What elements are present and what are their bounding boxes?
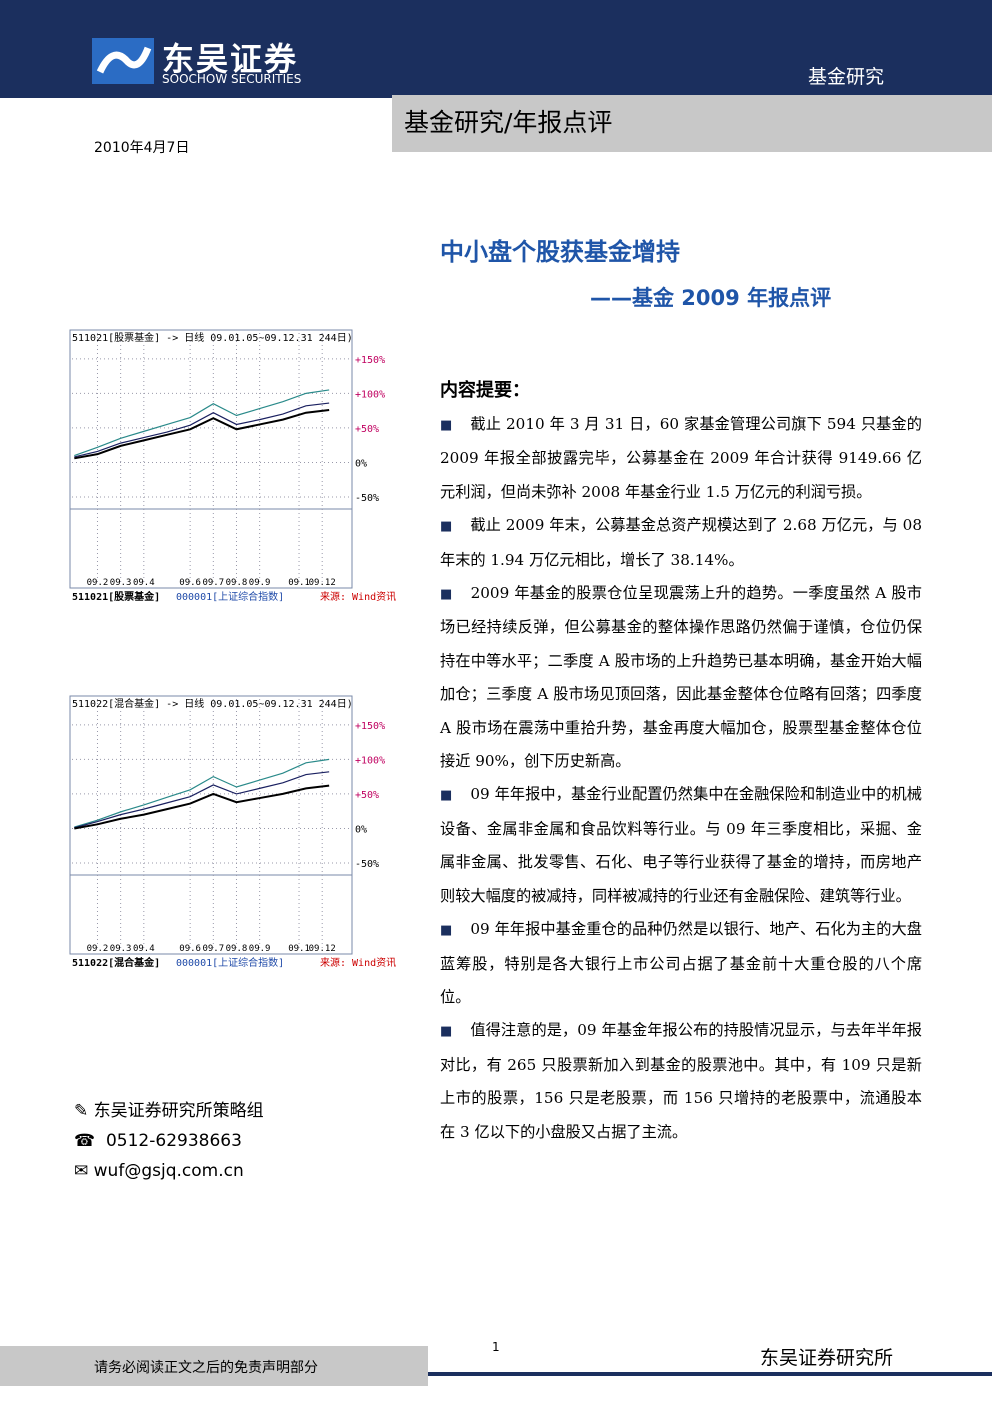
phone: 0512-62938663 <box>105 1131 242 1151</box>
paragraph: ■ 截止 2009 年末，公募基金总资产规模达到了 2.68 万亿元，与 08 年… <box>440 509 922 577</box>
x-tick-label: 09.1 <box>288 944 310 954</box>
charts: 511021[股票基金] -> 日线 09.01.05~09.12.31 244… <box>69 329 396 969</box>
paragraph-text: 截止 2010 年 3 月 31 日，60 家基金管理公司旗下 594 只基金的… <box>440 415 922 501</box>
footer-box <box>0 1346 428 1386</box>
legend-entry: 511021[股票基金] <box>72 590 160 603</box>
chart-title: 511021[股票基金] -> 日线 09.01.05~09.12.31 244… <box>72 331 353 344</box>
logo <box>92 38 154 84</box>
series-line <box>74 784 330 830</box>
contact-email: ✉ wuf@gsjq.com.cn <box>74 1161 244 1181</box>
chart-frame <box>69 695 353 955</box>
paragraph-text: 值得注意的是，09 年基金年报公布的持股情况显示，与去年半年报对比，有 265 … <box>440 1021 922 1141</box>
x-tick-label: 09.4 <box>133 944 155 954</box>
group: 东吴证券研究所策略组 <box>93 1101 264 1121</box>
paragraph: ■ 2009 年基金的股票仓位呈现震荡上升的趋势。一季度虽然 A 股市场已经持续反… <box>440 577 922 778</box>
series-line <box>74 758 330 828</box>
x-tick-label: 09.8 <box>226 944 248 954</box>
x-tick-label: 09.9 <box>249 578 271 588</box>
header-band <box>0 0 992 98</box>
report-type-box <box>392 95 992 152</box>
x-tick-label: 09.6 <box>179 944 201 954</box>
bullet: ■ <box>440 1024 453 1040</box>
x-tick-label: 09.12 <box>309 578 336 588</box>
x-tick-label: 09.7 <box>202 944 224 954</box>
subtitle: ——基金 2009 年报点评 <box>590 286 832 310</box>
y-tick-label: +50% <box>355 790 379 801</box>
legend-entry: 000001[上证综合指数] <box>176 590 284 603</box>
bullet: ■ <box>440 923 453 939</box>
report-type: 基金研究/年报点评 <box>404 108 613 137</box>
y-tick-label: +150% <box>355 721 385 732</box>
series-line <box>74 389 330 457</box>
brand-en: SOOCHOW SECURITIES <box>162 72 302 86</box>
footer-org: 东吴证券研究所 <box>760 1347 894 1369</box>
summary-heading: 内容提要： <box>440 380 530 401</box>
series-line <box>74 771 330 829</box>
chart-title: 511022[混合基金] -> 日线 09.01.05~09.12.31 244… <box>72 697 353 710</box>
paragraph: ■ 截止 2010 年 3 月 31 日，60 家基金管理公司旗下 594 只基金… <box>440 408 922 509</box>
chart-frame <box>69 329 353 589</box>
footer-line <box>428 1372 992 1376</box>
x-tick-label: 09.2 <box>87 944 109 954</box>
x-tick-label: 09.4 <box>133 578 155 588</box>
contact: ✎ 东吴证券研究所策略组 ☎ 0512-62938663 ✉ wuf@gsjq.… <box>74 1096 264 1186</box>
legend-entry: 000001[上证综合指数] <box>176 956 284 969</box>
contact-group: ✎ 东吴证券研究所策略组 <box>74 1101 264 1121</box>
section: 基金研究 <box>808 66 885 88</box>
x-tick-label: 09.2 <box>87 578 109 588</box>
paragraph-text: 2009 年基金的股票仓位呈现震荡上升的趋势。一季度虽然 A 股市场已经持续反弹… <box>440 584 922 771</box>
paragraph-text: 截止 2009 年末，公募基金总资产规模达到了 2.68 万亿元，与 08 年末… <box>440 516 922 569</box>
x-tick-label: 09.1 <box>288 578 310 588</box>
disclaimer: 请务必阅读正文之后的免责声明部分 <box>94 1360 318 1376</box>
page-number: 1 <box>492 1340 500 1354</box>
brand: 东吴证券 <box>162 40 299 78</box>
date: 2010年4月7日 <box>94 140 190 156</box>
y-tick-label: 0% <box>355 824 367 835</box>
x-tick-label: 09.9 <box>249 944 271 954</box>
x-tick-label: 09.3 <box>110 578 132 588</box>
title: 中小盘个股获基金增持 <box>440 238 680 266</box>
x-tick-label: 09.3 <box>110 944 132 954</box>
paragraph: ■ 值得注意的是，09 年基金年报公布的持股情况显示，与去年半年报对比，有 265… <box>440 1014 922 1149</box>
series-line <box>74 402 330 458</box>
y-tick-label: +100% <box>355 755 385 766</box>
contact-phone: ☎ 0512-62938663 <box>74 1131 242 1151</box>
y-tick-label: -50% <box>355 859 379 870</box>
y-tick-label: +100% <box>355 389 385 400</box>
bullet: ■ <box>440 788 453 804</box>
y-tick-label: -50% <box>355 493 379 504</box>
bullet: ■ <box>440 587 453 603</box>
x-tick-label: 09.6 <box>179 578 201 588</box>
email: wuf@gsjq.com.cn <box>93 1161 244 1181</box>
y-tick-label: 0% <box>355 458 367 469</box>
source: 来源: Wind资讯 <box>320 956 396 969</box>
y-tick-label: +150% <box>355 355 385 366</box>
bullet: ■ <box>440 418 453 433</box>
x-tick-label: 09.7 <box>202 578 224 588</box>
source: 来源: Wind资讯 <box>320 590 396 603</box>
series-line <box>74 408 330 460</box>
bullet: ■ <box>440 519 453 535</box>
y-tick-label: +50% <box>355 424 379 435</box>
paragraph: ■ 09 年年报中基金重仓的品种仍然是以银行、地产、石化为主的大盘蓝筹股，特别是各… <box>440 913 922 1014</box>
x-tick-label: 09.8 <box>226 578 248 588</box>
x-tick-label: 09.12 <box>309 944 336 954</box>
paragraph-text: 09 年年报中基金重仓的品种仍然是以银行、地产、石化为主的大盘蓝筹股，特别是各大… <box>440 920 922 1006</box>
summary-body: ■ 截止 2010 年 3 月 31 日，60 家基金管理公司旗下 594 只基金… <box>440 408 922 1149</box>
legend-entry: 511022[混合基金] <box>72 956 160 969</box>
paragraph: ■ 09 年年报中，基金行业配置仍然集中在金融保险和制造业中的机械设备、金属非金属… <box>440 778 922 913</box>
paragraph-text: 09 年年报中，基金行业配置仍然集中在金融保险和制造业中的机械设备、金属非金属和… <box>440 785 922 905</box>
